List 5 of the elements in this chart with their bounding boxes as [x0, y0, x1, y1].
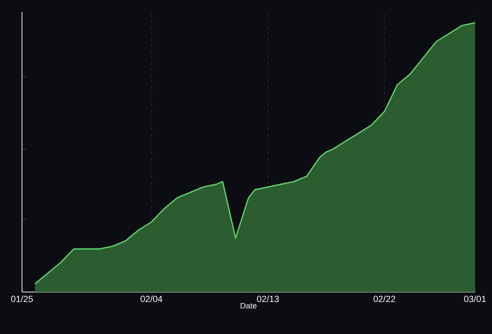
x-tick-label: 03/01 — [464, 296, 486, 302]
x-tick-label: 02/13 — [257, 296, 279, 302]
x-tick-label: 01/25 — [11, 296, 33, 302]
x-tick-label: 02/22 — [374, 296, 396, 302]
x-tick-label: 02/04 — [140, 296, 162, 302]
